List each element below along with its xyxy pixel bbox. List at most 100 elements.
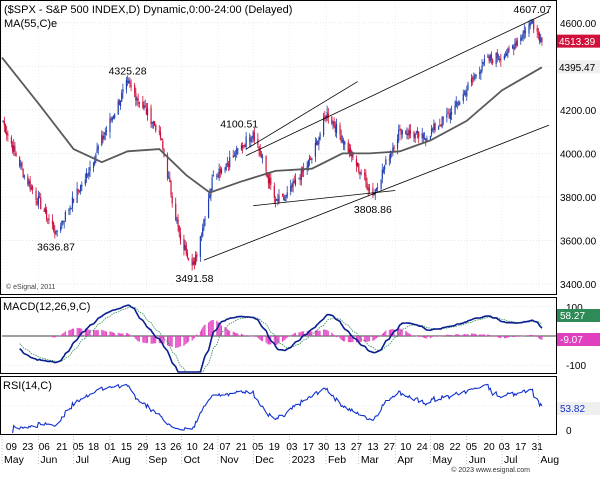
macd-histogram-bar <box>400 329 402 336</box>
macd-histogram-bar <box>490 335 492 337</box>
candle-body <box>64 211 66 221</box>
candle-body <box>191 258 193 266</box>
macd-histogram-bar <box>89 329 91 336</box>
macd-histogram-bar <box>63 332 65 336</box>
candle-body <box>71 196 74 208</box>
rsi-tick-label: 0 <box>566 426 572 437</box>
candle-body <box>317 140 319 146</box>
macd-histogram-bar <box>463 334 465 336</box>
candle-body <box>178 225 180 233</box>
candle-body <box>203 219 205 228</box>
x-month-tick-label: Nov <box>220 454 239 466</box>
macd-histogram-bar <box>166 336 168 346</box>
macd-histogram-bar <box>229 330 231 336</box>
macd-histogram-bar <box>101 329 103 336</box>
macd-histogram-bar <box>143 336 145 343</box>
candle-body <box>522 32 524 38</box>
macd-histogram-bar <box>344 336 346 342</box>
macd-histogram-bar <box>95 330 97 336</box>
macd-histogram-bar <box>152 336 154 344</box>
rsi-line <box>12 383 543 434</box>
candle-body <box>323 117 325 136</box>
candle-body <box>500 59 502 61</box>
candle-body <box>438 126 440 130</box>
macd-line <box>19 304 543 373</box>
candle-body <box>22 169 24 177</box>
macd-histogram-bar <box>260 336 262 341</box>
macd-histogram-bar <box>532 334 534 336</box>
candle-body <box>414 133 416 139</box>
macd-histogram-bar <box>489 335 491 336</box>
candle-body <box>232 155 234 158</box>
candle-body <box>504 54 507 56</box>
candle-body <box>310 158 312 160</box>
candle-body <box>146 108 149 116</box>
candle-body <box>473 77 475 80</box>
macd-histogram-bar <box>319 330 321 336</box>
candle-body <box>319 133 321 140</box>
macd-histogram-bar <box>226 328 228 336</box>
macd-histogram-bar <box>391 329 393 336</box>
candle-body <box>216 175 218 177</box>
candle-body <box>283 196 285 201</box>
macd-histogram-bar <box>55 336 57 338</box>
candle-body <box>44 208 47 213</box>
candle-body <box>440 125 442 127</box>
candle-body <box>441 116 443 128</box>
candle-body <box>63 220 65 222</box>
candle-body <box>112 116 115 119</box>
macd-histogram-bar <box>438 336 440 337</box>
candle-body <box>530 22 532 24</box>
macd-histogram-bar <box>161 336 163 344</box>
macd-histogram-bar <box>87 329 89 336</box>
macd-histogram-bar <box>505 336 507 339</box>
macd-histogram-bar <box>53 336 55 338</box>
candle-body <box>37 195 39 205</box>
candle-body <box>94 160 96 164</box>
candle-body <box>217 175 219 177</box>
macd-histogram-bar <box>318 330 320 336</box>
candle-body <box>513 46 515 50</box>
macd-histogram-bar <box>136 336 138 341</box>
macd-histogram-bar <box>242 334 244 336</box>
macd-histogram-bar <box>80 328 82 336</box>
candle-body <box>76 188 78 203</box>
price-panel <box>0 0 557 295</box>
macd-histogram-bar <box>327 331 329 336</box>
macd-histogram-bar <box>352 336 354 342</box>
rsi-last-box <box>557 402 600 415</box>
macd-histogram-bar <box>466 334 468 336</box>
candle-body <box>209 194 211 198</box>
macd-histogram-bar <box>332 333 334 336</box>
candle-body <box>135 92 137 101</box>
macd-histogram-bar <box>208 322 210 336</box>
candle-body <box>207 199 210 219</box>
candle-body <box>4 124 7 134</box>
macd-histogram-bar <box>179 336 181 347</box>
candle-body <box>375 188 378 191</box>
candle-body <box>14 146 16 152</box>
candle-body <box>331 116 333 124</box>
candle-body <box>96 148 98 153</box>
candle-body <box>286 192 288 197</box>
candle-body <box>61 220 63 227</box>
candle-body <box>408 130 410 136</box>
candle-body <box>142 102 144 108</box>
macd-histogram-bar <box>178 336 180 347</box>
candle-body <box>456 102 459 104</box>
candle-body <box>6 132 8 136</box>
candle-body <box>151 122 153 124</box>
macd-histogram-bar <box>250 335 252 337</box>
candle-body <box>2 120 4 122</box>
macd-histogram-bar <box>71 328 73 336</box>
macd-histogram-bar <box>127 333 129 336</box>
candle-body <box>276 199 278 201</box>
candle-body <box>413 131 415 138</box>
macd-histogram-bar <box>78 328 80 336</box>
candle-body <box>294 179 297 185</box>
candle-body <box>78 190 81 192</box>
candle-body <box>244 144 246 147</box>
macd-histogram-bar <box>433 336 435 337</box>
macd-histogram-bar <box>418 336 420 337</box>
macd-histogram-bar <box>192 336 194 340</box>
